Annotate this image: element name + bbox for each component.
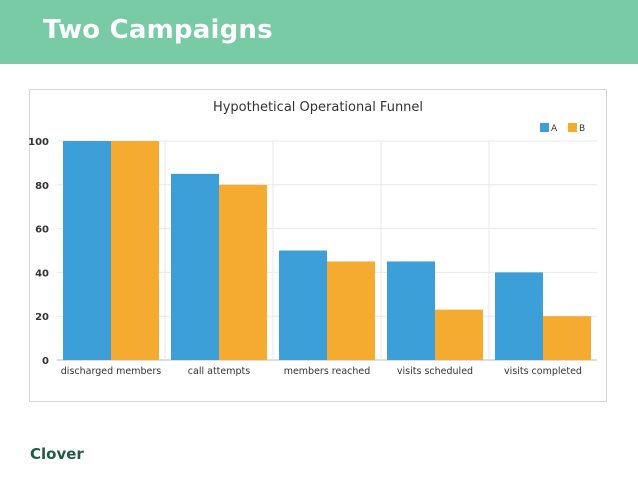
bars bbox=[63, 141, 591, 360]
chart-title: Hypothetical Operational Funnel bbox=[213, 100, 423, 115]
y-tick-label: 20 bbox=[35, 312, 49, 323]
bar-b-visits-completed bbox=[543, 316, 591, 360]
bar-a-visits-completed bbox=[495, 272, 543, 360]
legend-swatch-b bbox=[568, 123, 577, 132]
slide-title: Two Campaigns bbox=[43, 15, 273, 45]
y-tick-label: 80 bbox=[35, 181, 49, 192]
legend-swatch-a bbox=[540, 123, 549, 132]
bar-a-visits-scheduled bbox=[387, 261, 435, 360]
axes: 0 20 40 60 80 100 discharged members call attem… bbox=[28, 137, 582, 377]
bar-a-members-reached bbox=[279, 250, 327, 360]
x-tick-label: visits completed bbox=[504, 366, 582, 377]
bar-b-members-reached bbox=[327, 261, 375, 360]
bar-a-discharged-members bbox=[63, 141, 111, 360]
legend-label-b: B bbox=[579, 124, 585, 134]
x-tick-label: members reached bbox=[284, 366, 371, 377]
x-tick-label: call attempts bbox=[188, 366, 250, 377]
legend-label-a: A bbox=[551, 124, 558, 134]
y-tick-label: 60 bbox=[35, 225, 49, 236]
y-tick-label: 0 bbox=[42, 356, 49, 367]
y-tick-label: 100 bbox=[28, 137, 49, 148]
bar-a-call-attempts bbox=[171, 173, 219, 360]
bar-b-visits-scheduled bbox=[435, 309, 483, 360]
bar-b-call-attempts bbox=[219, 184, 267, 360]
header-bar bbox=[0, 0, 638, 64]
x-tick-label: visits scheduled bbox=[397, 366, 473, 377]
clover-logo: Clover bbox=[30, 445, 84, 463]
bar-b-discharged-members bbox=[111, 141, 159, 360]
y-tick-label: 40 bbox=[35, 268, 49, 279]
x-tick-label: discharged members bbox=[61, 366, 161, 377]
